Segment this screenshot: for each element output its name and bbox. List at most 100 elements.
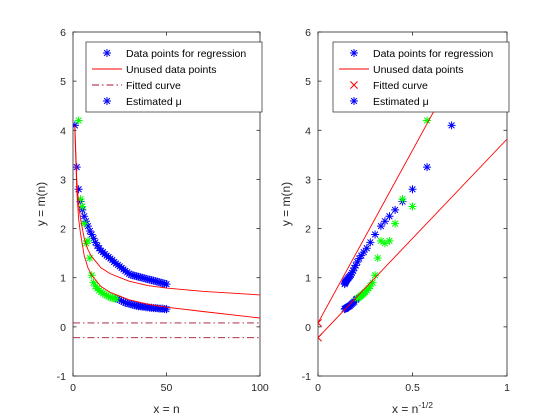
data-point-1-3-16 <box>102 291 111 300</box>
data-point-1-3-15 <box>100 290 109 299</box>
data-point-2-1-23 <box>380 217 389 226</box>
x-tick-label-2-2: 0.5 <box>405 382 420 394</box>
data-point-1-1-30 <box>125 269 134 278</box>
legend-marker-1-4 <box>103 97 111 105</box>
x-axis-label-1: x = n <box>153 402 179 416</box>
y-tick-label-2-6: 4 <box>305 125 311 137</box>
data-point-2-1-12 <box>349 266 358 275</box>
legend-box-2 <box>332 41 510 113</box>
y-axis-label-1: y = m(n) <box>34 182 48 226</box>
y-tick-label-2-5: 3 <box>305 174 311 186</box>
data-point-1-3-3 <box>78 202 87 211</box>
data-point-2-1-14 <box>351 261 360 270</box>
data-point-2-1-11 <box>348 268 357 277</box>
data-point-2-3-18 <box>398 195 407 204</box>
data-point-1-1-11 <box>89 234 98 243</box>
y-tick-label-1-1: -1 <box>57 371 66 383</box>
y-tick-label-2-7: 5 <box>305 76 311 88</box>
y-tick-label-2-3: 1 <box>305 273 311 285</box>
data-point-1-3-6 <box>83 236 92 245</box>
data-point-2-1-22 <box>376 222 385 231</box>
data-point-2-1-13 <box>350 263 359 272</box>
data-point-2-3-17 <box>391 219 400 228</box>
x-tick-label-2-1: 0 <box>315 382 321 394</box>
data-point-2-3-10 <box>366 282 375 291</box>
legend-2: Data points for regression Unused data po… <box>332 41 510 113</box>
data-point-2-1-15 <box>353 257 362 266</box>
panel-1: 0 50 100 -1 0 1 2 3 4 5 6 x = n y = m(n) Data points … <box>34 27 269 416</box>
data-point-2-3-11 <box>368 278 377 287</box>
data-point-2-3-12 <box>371 271 380 280</box>
data-point-1-3-14 <box>98 289 107 298</box>
data-point-1-1-9 <box>85 227 94 236</box>
x-tick-label-2-3: 1 <box>504 382 510 394</box>
legend-label-2-2: Unused data points <box>373 64 463 76</box>
curve-line-2-5 <box>318 138 507 338</box>
data-point-2-3-20 <box>423 116 432 125</box>
data-point-1-2-2 <box>115 295 124 304</box>
x-axis-label-2: x = n-1/2 <box>392 400 433 416</box>
plot-area-2 <box>318 42 507 342</box>
data-point-2-1-21 <box>371 230 380 239</box>
legend-1: Data points for regression Unused data po… <box>85 41 263 113</box>
legend-marker-1-1 <box>103 49 111 57</box>
data-point-2-3-19 <box>408 202 417 211</box>
data-point-1-3-17 <box>104 292 113 301</box>
y-axis-label-2: y = m(n) <box>279 182 293 226</box>
data-point-1-1-3 <box>74 185 83 194</box>
y-tick-label-2-2: 0 <box>305 322 311 334</box>
legend-label-1-2: Unused data points <box>126 64 216 76</box>
data-point-1-3-1 <box>74 116 83 125</box>
y-tick-label-1-2: 0 <box>60 322 66 334</box>
y-tick-label-2-4: 2 <box>305 224 311 236</box>
x-tick-label-1-1: 0 <box>70 382 76 394</box>
data-point-1-3-7 <box>85 254 94 263</box>
data-point-2-1-28 <box>423 163 432 172</box>
legend-marker-2-4 <box>350 97 358 105</box>
data-point-2-1-17 <box>357 251 366 260</box>
legend-label-2-4: Estimated μ <box>373 96 429 108</box>
data-point-2-3-14 <box>376 236 385 245</box>
legend-label-2-1: Data points for regression <box>373 48 493 60</box>
cross-marker-2-1 <box>318 318 322 327</box>
data-point-2-1-25 <box>391 205 400 214</box>
x-axis-label-exponent: -1/2 <box>418 400 433 410</box>
data-point-1-3-4 <box>80 219 89 228</box>
data-point-2-3-16 <box>385 236 394 245</box>
legend-marker-2-1 <box>350 49 358 57</box>
data-point-1-1-6 <box>80 212 89 221</box>
y-tick-label-1-7: 5 <box>60 76 66 88</box>
data-point-2-1-16 <box>355 254 364 263</box>
data-point-1-2-27 <box>162 305 171 314</box>
legend-label-1-4: Estimated μ <box>126 96 182 108</box>
data-point-2-1-24 <box>385 212 394 221</box>
data-point-2-1-27 <box>408 185 417 194</box>
x-tick-label-1-3: 100 <box>251 382 269 394</box>
x-tick-label-1-2: 50 <box>161 382 173 394</box>
data-point-2-1-29 <box>447 121 456 130</box>
y-tick-label-1-4: 2 <box>60 224 66 236</box>
data-point-1-2-4 <box>119 297 128 306</box>
y-tick-label-1-3: 1 <box>60 273 66 285</box>
data-point-2-3-13 <box>373 254 382 263</box>
curve-line-1-5 <box>74 130 260 319</box>
plot-area-1 <box>73 116 260 339</box>
data-point-1-2-3 <box>117 296 126 305</box>
y-tick-label-2-8: 6 <box>305 27 311 39</box>
y-tick-label-1-8: 6 <box>60 27 66 39</box>
legend-label-1-3: Fitted curve <box>126 80 181 92</box>
data-point-2-1-10 <box>346 270 355 279</box>
legend-box-1 <box>85 41 263 113</box>
data-point-2-3-15 <box>380 239 389 248</box>
y-tick-label-2-1: -1 <box>302 371 311 383</box>
data-point-2-1-19 <box>362 244 371 253</box>
y-tick-label-1-6: 4 <box>60 125 66 137</box>
data-point-1-1-8 <box>83 222 92 231</box>
legend-label-1-1: Data points for regression <box>126 48 246 60</box>
y-tick-label-1-5: 3 <box>60 174 66 186</box>
data-point-1-3-9 <box>89 278 98 287</box>
curve-line-1-4 <box>74 125 260 296</box>
data-point-1-1-50 <box>162 280 171 289</box>
data-point-2-1-20 <box>366 238 375 247</box>
